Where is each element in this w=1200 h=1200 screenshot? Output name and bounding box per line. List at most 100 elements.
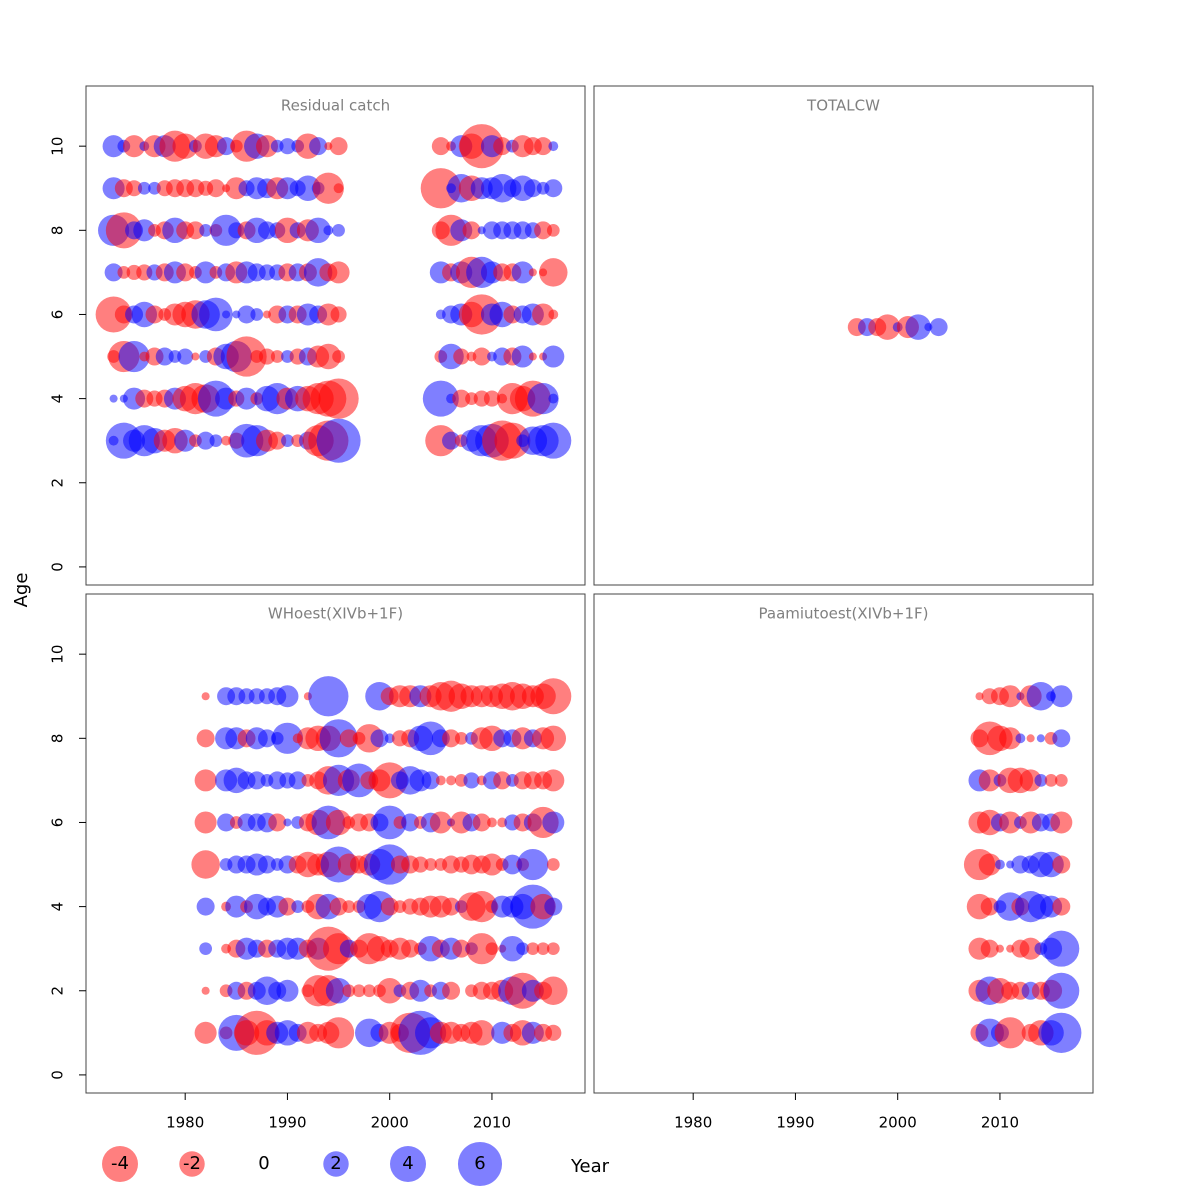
- bubble: [270, 350, 284, 363]
- bubble: [994, 1017, 1026, 1049]
- legend-bubble: [102, 1146, 138, 1182]
- bubble: [371, 762, 408, 799]
- bubble: [291, 900, 305, 913]
- y-tick-label: 8: [49, 226, 67, 236]
- bubble: [237, 305, 256, 324]
- bubble: [199, 297, 233, 332]
- bubble: [494, 422, 531, 459]
- bubble: [117, 266, 131, 279]
- bubble: [352, 984, 366, 998]
- bubble: [133, 219, 156, 242]
- panel-frame: [85, 85, 586, 586]
- bubble: [929, 318, 948, 337]
- bubble: [257, 855, 276, 874]
- bubble: [194, 769, 217, 792]
- bubble: [250, 308, 264, 321]
- bubble: [1019, 937, 1042, 960]
- x-axis-label: Year: [570, 1156, 610, 1177]
- bubble: [412, 856, 429, 873]
- bubble: [191, 850, 220, 879]
- bubble: [401, 939, 420, 958]
- x-tick-label: 1980: [166, 1114, 204, 1132]
- bubble: [1036, 734, 1045, 743]
- bubble: [258, 348, 276, 365]
- bubble: [497, 817, 508, 828]
- bubble: [528, 352, 537, 361]
- bubble: [975, 692, 984, 701]
- bubble: [995, 859, 1005, 870]
- bubble: [535, 422, 572, 459]
- bubble: [539, 976, 568, 1005]
- bubble: [369, 844, 410, 885]
- bubble: [126, 180, 143, 197]
- bubble: [217, 137, 236, 156]
- bubble: [462, 221, 481, 240]
- bubble: [453, 348, 470, 365]
- panel-title: WHoest(XIVb+1F): [268, 605, 403, 623]
- bubble: [372, 805, 407, 840]
- bubble: [177, 348, 194, 365]
- bubble: [472, 813, 491, 832]
- bubble: [206, 179, 225, 198]
- bubble: [978, 853, 1001, 876]
- bubble: [102, 135, 125, 158]
- bubble: [546, 223, 560, 237]
- bubble: [485, 942, 499, 956]
- bubble: [1052, 855, 1071, 874]
- bubble: [422, 380, 459, 417]
- bubble: [468, 1020, 495, 1046]
- bubble: [268, 813, 287, 832]
- bubble: [517, 848, 549, 881]
- bubble: [499, 935, 526, 962]
- bubble: [548, 393, 559, 404]
- bubble: [109, 394, 118, 403]
- x-tick-label: 1980: [674, 1114, 712, 1132]
- bubble: [333, 183, 344, 194]
- y-tick-label: 2: [49, 478, 67, 488]
- bubble: [319, 719, 358, 758]
- bubble: [342, 900, 356, 913]
- bubble: [446, 775, 456, 786]
- bubble: [502, 854, 523, 875]
- bubble: [1052, 897, 1071, 916]
- bubble: [528, 268, 537, 277]
- bubble: [435, 775, 446, 786]
- y-tick-label: 4: [49, 902, 67, 912]
- bubble: [527, 383, 559, 415]
- bubble: [442, 897, 461, 916]
- bubble: [546, 942, 560, 956]
- bubble: [222, 310, 231, 319]
- bubble: [487, 817, 497, 828]
- bubble: [454, 731, 468, 745]
- bubble: [210, 214, 242, 246]
- bubble: [546, 858, 560, 871]
- bubble: [221, 435, 232, 446]
- bubble: [544, 179, 563, 198]
- x-tick-label: 1990: [776, 1114, 814, 1132]
- y-tick-label: 6: [49, 310, 67, 320]
- bubble: [409, 979, 432, 1002]
- bubble: [511, 345, 534, 368]
- bubble: [172, 133, 198, 159]
- bubble: [276, 685, 299, 708]
- bubble: [995, 944, 1004, 953]
- bubble: [480, 853, 503, 876]
- bubble: [534, 137, 553, 156]
- bubble: [191, 352, 200, 361]
- bubble: [312, 172, 344, 204]
- x-tick-label: 2010: [473, 1114, 511, 1132]
- bubble: [325, 809, 352, 836]
- y-tick-label: 0: [49, 562, 67, 572]
- panel-frame: [593, 593, 1094, 1094]
- bubble: [226, 336, 267, 377]
- y-tick-label: 10: [49, 137, 67, 156]
- legend-label: 2: [330, 1153, 341, 1174]
- bubble: [327, 261, 350, 284]
- bubble: [342, 984, 356, 998]
- bubble: [235, 387, 258, 410]
- bubble: [315, 343, 342, 370]
- bubble: [1041, 1012, 1082, 1053]
- bubble: [104, 263, 123, 282]
- bubble: [329, 137, 348, 156]
- bubble: [493, 137, 512, 156]
